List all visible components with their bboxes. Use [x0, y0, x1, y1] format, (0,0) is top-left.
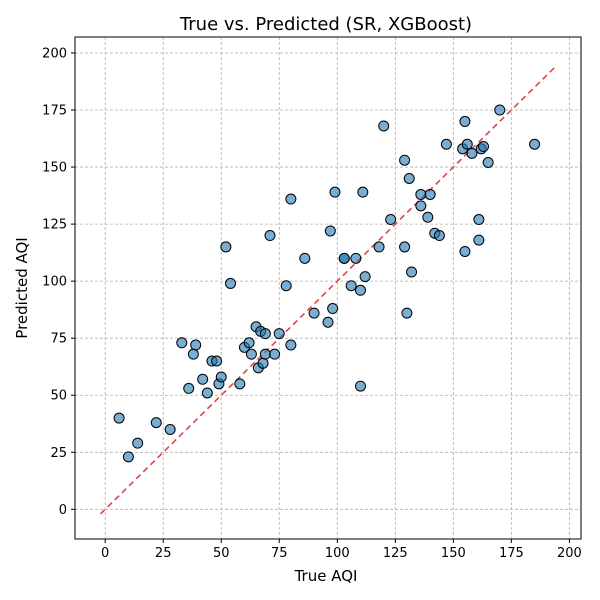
data-point — [259, 328, 271, 340]
data-point — [220, 241, 232, 253]
data-point — [164, 423, 176, 435]
data-point — [324, 225, 336, 237]
data-point — [385, 214, 397, 226]
data-point — [187, 348, 199, 360]
chart-title: True vs. Predicted (SR, XGBoost) — [179, 14, 472, 35]
data-point — [415, 188, 427, 200]
data-point — [422, 211, 434, 223]
y-tick-label: 0 — [59, 503, 67, 518]
data-point — [308, 307, 320, 319]
data-point — [478, 141, 490, 153]
data-point — [494, 104, 506, 116]
data-point — [215, 371, 227, 383]
grid-layer — [75, 37, 581, 539]
data-point — [459, 115, 471, 127]
data-point — [190, 339, 202, 351]
y-axis-title: Predicted AQI — [13, 237, 31, 338]
data-point — [245, 348, 257, 360]
points-layer — [113, 104, 541, 463]
y-tick-label: 100 — [42, 275, 67, 290]
data-point — [473, 234, 485, 246]
data-point — [482, 157, 494, 168]
x-axis-title: True AQI — [294, 567, 358, 585]
data-point — [225, 277, 237, 289]
data-point — [350, 252, 362, 264]
ideal-fit-line — [99, 66, 557, 515]
data-point — [424, 188, 436, 200]
data-point — [461, 138, 473, 150]
reference-line-layer — [99, 66, 557, 515]
data-point — [359, 271, 371, 283]
data-point — [399, 154, 411, 166]
data-point — [378, 120, 390, 132]
x-tick-label: 100 — [325, 546, 350, 561]
data-point — [285, 193, 297, 205]
data-point — [273, 328, 285, 340]
x-tick-label: 125 — [383, 546, 408, 561]
data-point — [264, 230, 276, 242]
data-point — [529, 138, 541, 150]
y-tick-label: 175 — [42, 104, 67, 119]
data-point — [473, 214, 485, 226]
data-point — [243, 337, 255, 349]
data-point — [322, 316, 334, 328]
data-point — [234, 378, 246, 390]
data-point — [329, 186, 341, 198]
x-tick-label: 75 — [271, 546, 288, 561]
data-point — [299, 252, 311, 264]
data-point — [466, 147, 478, 159]
tick-layer: 0 25 50 75 100 125 150 175 200 0 25 50 75 100 125 150 17… — [42, 46, 582, 561]
data-point — [338, 252, 350, 264]
data-point — [373, 241, 385, 253]
y-tick-label: 50 — [50, 389, 67, 404]
data-point — [415, 200, 427, 212]
data-point — [401, 307, 413, 319]
data-point — [354, 284, 366, 296]
y-tick-label: 25 — [50, 446, 67, 461]
data-point — [269, 348, 281, 360]
data-point — [327, 303, 339, 315]
y-tick-label: 125 — [42, 218, 67, 233]
data-point — [176, 337, 188, 349]
data-point — [211, 355, 223, 367]
data-point — [403, 172, 415, 184]
data-point — [201, 387, 213, 399]
data-point — [257, 357, 269, 369]
x-tick-label: 50 — [213, 546, 230, 561]
data-point — [459, 245, 471, 257]
data-point — [433, 230, 445, 242]
data-point — [399, 241, 411, 253]
x-tick-label: 175 — [499, 546, 524, 561]
data-point — [132, 437, 144, 449]
x-tick-label: 150 — [441, 546, 466, 561]
data-point — [197, 373, 209, 385]
y-tick-label: 75 — [50, 332, 67, 347]
x-tick-label: 0 — [101, 546, 109, 561]
data-point — [285, 339, 297, 351]
data-point — [113, 412, 125, 424]
x-tick-label: 25 — [155, 546, 172, 561]
data-point — [345, 280, 357, 292]
data-point — [357, 186, 369, 198]
y-tick-label: 150 — [42, 161, 67, 176]
data-point — [122, 451, 134, 463]
data-point — [259, 348, 271, 360]
x-tick-label: 200 — [557, 546, 582, 561]
data-point — [406, 266, 418, 278]
data-point — [354, 380, 366, 392]
data-point — [150, 417, 162, 429]
data-point — [183, 382, 195, 394]
data-point — [440, 138, 452, 150]
plot-frame — [74, 36, 582, 540]
data-point — [280, 280, 292, 292]
y-tick-label: 200 — [42, 46, 67, 61]
